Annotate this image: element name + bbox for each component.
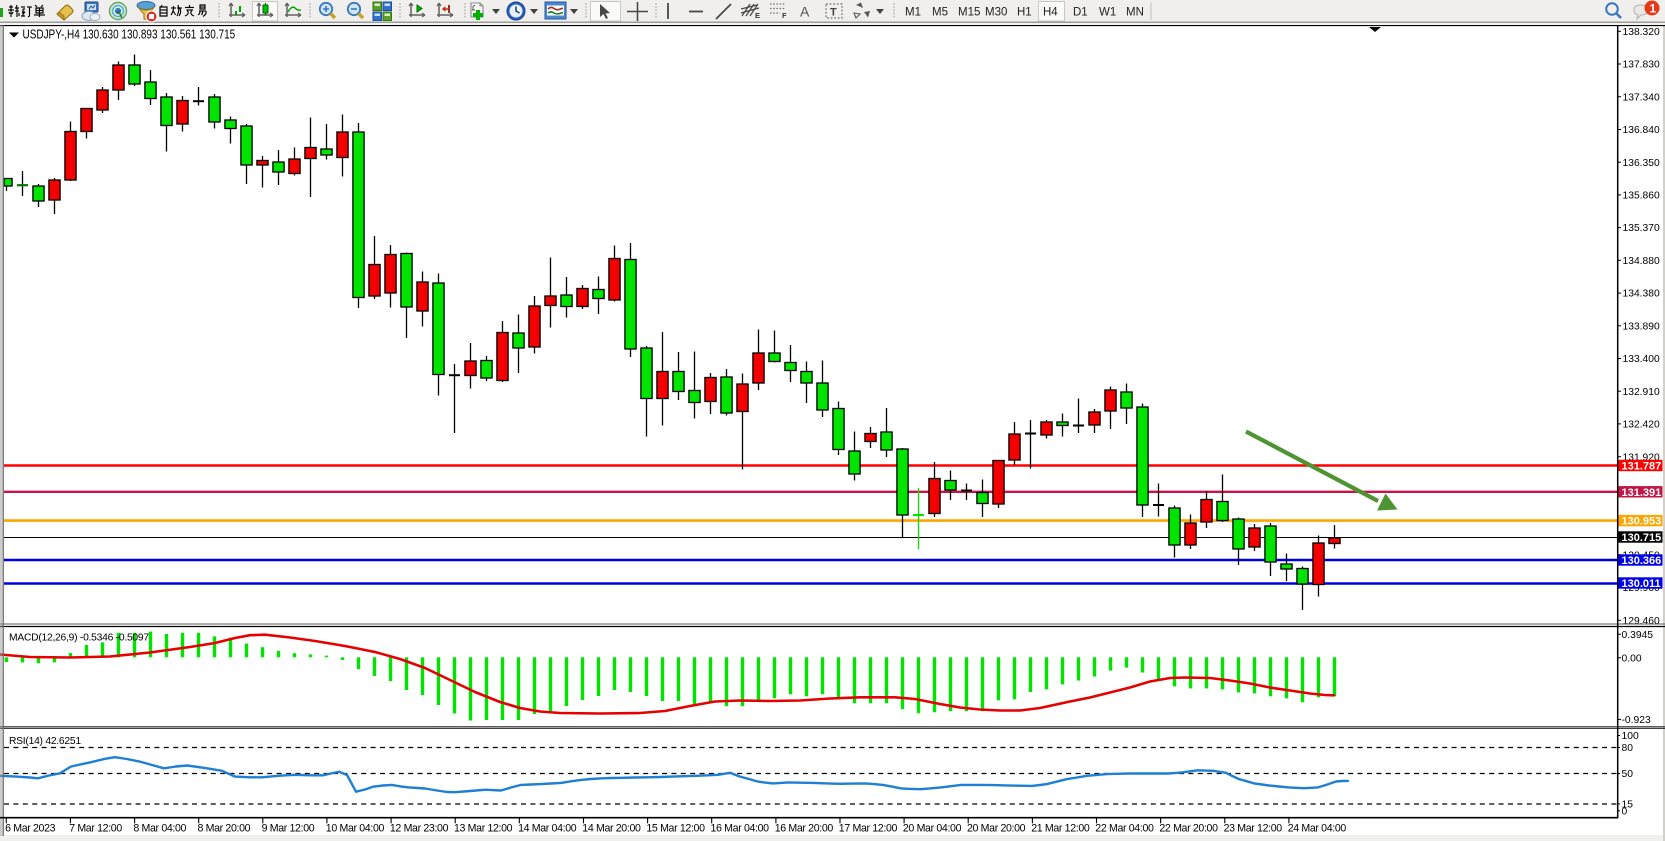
svg-text:T: T — [830, 7, 837, 19]
svg-text:0: 0 — [1622, 806, 1628, 817]
svg-text:21 Mar 12:00: 21 Mar 12:00 — [1031, 823, 1090, 835]
svg-text:0.3945: 0.3945 — [1622, 630, 1654, 641]
svg-text:MN: MN — [1126, 7, 1144, 19]
svg-text:131.920: 131.920 — [1623, 452, 1660, 463]
svg-text:9 Mar 12:00: 9 Mar 12:00 — [262, 823, 315, 835]
svg-text:24 Mar 04:00: 24 Mar 04:00 — [1288, 823, 1347, 835]
svg-text:1: 1 — [1650, 2, 1657, 16]
svg-text:50: 50 — [1622, 769, 1634, 780]
svg-text:131.391: 131.391 — [1622, 487, 1662, 499]
svg-text:129.460: 129.460 — [1623, 616, 1660, 627]
svg-text:132.910: 132.910 — [1623, 387, 1660, 398]
svg-text:8 Mar 20:00: 8 Mar 20:00 — [198, 823, 251, 835]
svg-text:-0.923: -0.923 — [1622, 715, 1651, 726]
svg-text:20 Mar 20:00: 20 Mar 20:00 — [967, 823, 1026, 835]
svg-text:10 Mar 04:00: 10 Mar 04:00 — [326, 823, 385, 835]
svg-text:137.830: 137.830 — [1623, 60, 1660, 71]
svg-text:135.860: 135.860 — [1623, 191, 1660, 202]
svg-text:12 Mar 23:00: 12 Mar 23:00 — [390, 823, 449, 835]
svg-text:H4: H4 — [1043, 7, 1058, 19]
svg-text:23 Mar 12:00: 23 Mar 12:00 — [1224, 823, 1283, 835]
svg-text:137.340: 137.340 — [1623, 92, 1660, 103]
svg-text:M30: M30 — [985, 7, 1007, 19]
svg-text:15: 15 — [1622, 800, 1634, 811]
svg-text:136.840: 136.840 — [1623, 125, 1660, 136]
svg-text:100: 100 — [1622, 731, 1639, 742]
svg-text:130.011: 130.011 — [1622, 578, 1661, 590]
svg-text:MACD(12,26,9) -0.5346 -0.5097: MACD(12,26,9) -0.5346 -0.5097 — [9, 633, 149, 644]
svg-text:14 Mar 20:00: 14 Mar 20:00 — [582, 823, 641, 835]
svg-text:M15: M15 — [958, 7, 980, 19]
svg-text:W1: W1 — [1099, 7, 1116, 19]
svg-text:M1: M1 — [905, 7, 921, 19]
svg-text:0.00: 0.00 — [1622, 653, 1642, 664]
svg-text:130.715: 130.715 — [1622, 532, 1662, 544]
svg-text:7 Mar 12:00: 7 Mar 12:00 — [69, 823, 122, 835]
svg-text:8 Mar 04:00: 8 Mar 04:00 — [133, 823, 186, 835]
svg-text:80: 80 — [1622, 743, 1634, 754]
svg-text:A: A — [800, 4, 810, 20]
svg-text:USDJPY-,H4 130.630 130.893 13: USDJPY-,H4 130.630 130.893 130.561 130.7… — [23, 29, 236, 42]
svg-text:132.420: 132.420 — [1623, 420, 1660, 431]
svg-text:134.380: 134.380 — [1623, 289, 1660, 300]
svg-text:138.320: 138.320 — [1623, 27, 1660, 38]
svg-text:16 Mar 04:00: 16 Mar 04:00 — [711, 823, 770, 835]
svg-text:22 Mar 20:00: 22 Mar 20:00 — [1159, 823, 1218, 835]
svg-text:22 Mar 04:00: 22 Mar 04:00 — [1095, 823, 1154, 835]
svg-text:15 Mar 12:00: 15 Mar 12:00 — [646, 823, 705, 835]
svg-text:17 Mar 12:00: 17 Mar 12:00 — [839, 823, 898, 835]
svg-text:130.366: 130.366 — [1622, 555, 1662, 567]
svg-text:E: E — [755, 11, 760, 20]
svg-text:133.890: 133.890 — [1623, 321, 1660, 332]
svg-text:134.880: 134.880 — [1623, 256, 1660, 267]
svg-text:130.953: 130.953 — [1622, 516, 1662, 528]
svg-text:14 Mar 04:00: 14 Mar 04:00 — [518, 823, 577, 835]
svg-text:135.370: 135.370 — [1623, 223, 1660, 234]
svg-text:133.400: 133.400 — [1623, 354, 1660, 365]
svg-text:131.787: 131.787 — [1622, 461, 1662, 473]
svg-text:20 Mar 04:00: 20 Mar 04:00 — [903, 823, 962, 835]
svg-text:6 Mar 2023: 6 Mar 2023 — [5, 823, 56, 835]
svg-text:M5: M5 — [932, 7, 948, 19]
svg-text:16 Mar 20:00: 16 Mar 20:00 — [775, 823, 834, 835]
svg-text:H1: H1 — [1017, 7, 1032, 19]
svg-text:13 Mar 12:00: 13 Mar 12:00 — [454, 823, 513, 835]
svg-text:D1: D1 — [1073, 7, 1088, 19]
svg-text:136.350: 136.350 — [1623, 158, 1660, 169]
svg-text:RSI(14) 42.6251: RSI(14) 42.6251 — [9, 736, 81, 747]
svg-text:F: F — [782, 11, 787, 20]
